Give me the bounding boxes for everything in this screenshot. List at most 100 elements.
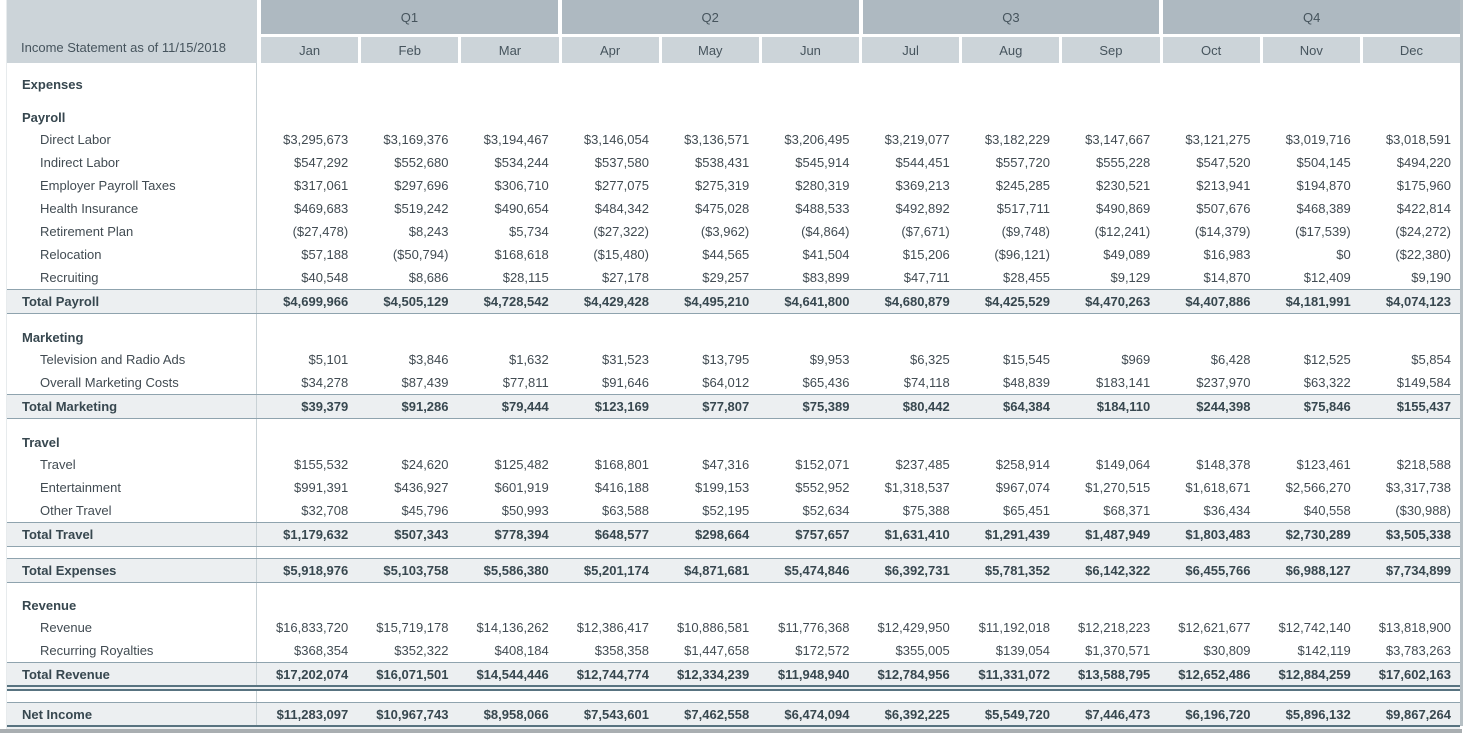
employer-payroll-taxes-dec[interactable]: $175,960 bbox=[1396, 178, 1451, 193]
total-expenses-apr[interactable]: $5,201,174 bbox=[583, 563, 649, 578]
travel-nov[interactable]: $123,461 bbox=[1296, 457, 1351, 472]
health-insurance-jun[interactable]: $488,533 bbox=[795, 201, 850, 216]
total-marketing-oct[interactable]: $244,398 bbox=[1196, 399, 1251, 414]
indirect-labor-nov[interactable]: $504,145 bbox=[1296, 155, 1351, 170]
other-travel-jun[interactable]: $52,634 bbox=[802, 503, 850, 518]
relocation-may[interactable]: $44,565 bbox=[702, 247, 750, 262]
net-income-jan[interactable]: $11,283,097 bbox=[276, 706, 349, 722]
total-revenue-dec[interactable]: $17,602,163 bbox=[1378, 666, 1451, 682]
total-marketing-dec[interactable]: $155,437 bbox=[1396, 399, 1451, 414]
report-title-cell[interactable]: Income Statement as of 11/15/2018 bbox=[7, 0, 257, 63]
month-header-feb[interactable]: Feb bbox=[361, 37, 459, 63]
travel-mar[interactable]: $125,482 bbox=[494, 457, 549, 472]
direct-labor-jun[interactable]: $3,206,495 bbox=[784, 132, 850, 147]
travel-aug[interactable]: $258,914 bbox=[995, 457, 1050, 472]
employer-payroll-taxes-apr[interactable]: $277,075 bbox=[594, 178, 649, 193]
total-travel-sep[interactable]: $1,487,949 bbox=[1085, 527, 1151, 542]
total-payroll-aug[interactable]: $4,425,529 bbox=[984, 294, 1050, 309]
entertainment-nov[interactable]: $2,566,270 bbox=[1285, 480, 1351, 495]
label-cell-overall-marketing-costs[interactable]: Overall Marketing Costs bbox=[7, 371, 257, 394]
total-marketing-jan[interactable]: $39,379 bbox=[301, 399, 349, 414]
revenue-feb[interactable]: $15,719,178 bbox=[376, 620, 449, 635]
health-insurance-mar[interactable]: $490,654 bbox=[494, 201, 549, 216]
entertainment-mar[interactable]: $601,919 bbox=[494, 480, 549, 495]
other-travel-may[interactable]: $52,195 bbox=[702, 503, 750, 518]
label-cell-total-marketing[interactable]: Total Marketing bbox=[7, 395, 257, 418]
indirect-labor-may[interactable]: $538,431 bbox=[695, 155, 750, 170]
employer-payroll-taxes-nov[interactable]: $194,870 bbox=[1296, 178, 1351, 193]
quarter-header-q4[interactable]: Q4 bbox=[1163, 0, 1460, 34]
travel-jul[interactable]: $237,485 bbox=[895, 457, 950, 472]
total-expenses-may[interactable]: $4,871,681 bbox=[684, 563, 750, 578]
retirement-plan-mar[interactable]: $5,734 bbox=[508, 224, 549, 239]
television-and-radio-ads-aug[interactable]: $15,545 bbox=[1003, 352, 1050, 367]
direct-labor-apr[interactable]: $3,146,054 bbox=[583, 132, 649, 147]
recruiting-oct[interactable]: $14,870 bbox=[1203, 270, 1251, 285]
total-payroll-jan[interactable]: $4,699,966 bbox=[283, 294, 349, 309]
overall-marketing-costs-jun[interactable]: $65,436 bbox=[802, 375, 850, 390]
total-payroll-sep[interactable]: $4,470,263 bbox=[1085, 294, 1151, 309]
television-and-radio-ads-nov[interactable]: $12,525 bbox=[1303, 352, 1351, 367]
direct-labor-mar[interactable]: $3,194,467 bbox=[483, 132, 549, 147]
other-travel-oct[interactable]: $36,434 bbox=[1203, 503, 1251, 518]
recurring-royalties-may[interactable]: $1,447,658 bbox=[684, 643, 750, 658]
month-header-jan[interactable]: Jan bbox=[261, 37, 359, 63]
total-revenue-jan[interactable]: $17,202,074 bbox=[275, 666, 349, 682]
label-cell-recruiting[interactable]: Recruiting bbox=[7, 266, 257, 289]
relocation-jan[interactable]: $57,188 bbox=[301, 247, 349, 262]
label-cell-total-travel[interactable]: Total Travel bbox=[7, 523, 257, 546]
total-payroll-dec[interactable]: $4,074,123 bbox=[1385, 294, 1451, 309]
retirement-plan-jan[interactable]: ($27,478) bbox=[292, 224, 349, 239]
total-marketing-feb[interactable]: $91,286 bbox=[401, 399, 449, 414]
revenue-apr[interactable]: $12,386,417 bbox=[576, 620, 649, 635]
travel-apr[interactable]: $168,801 bbox=[594, 457, 649, 472]
total-revenue-may[interactable]: $12,334,239 bbox=[676, 666, 750, 682]
overall-marketing-costs-apr[interactable]: $91,646 bbox=[602, 375, 649, 390]
other-travel-aug[interactable]: $65,451 bbox=[1003, 503, 1050, 518]
other-travel-jan[interactable]: $32,708 bbox=[301, 503, 349, 518]
total-travel-may[interactable]: $298,664 bbox=[695, 527, 750, 542]
recurring-royalties-jul[interactable]: $355,005 bbox=[895, 643, 950, 658]
total-revenue-aug[interactable]: $11,331,072 bbox=[978, 666, 1050, 682]
recruiting-dec[interactable]: $9,190 bbox=[1411, 270, 1451, 285]
indirect-labor-jan[interactable]: $547,292 bbox=[294, 155, 349, 170]
overall-marketing-costs-jan[interactable]: $34,278 bbox=[301, 375, 349, 390]
relocation-sep[interactable]: $49,089 bbox=[1103, 247, 1151, 262]
month-header-aug[interactable]: Aug bbox=[962, 37, 1060, 63]
television-and-radio-ads-jun[interactable]: $9,953 bbox=[809, 352, 850, 367]
other-travel-dec[interactable]: ($30,988) bbox=[1395, 503, 1451, 518]
entertainment-aug[interactable]: $967,074 bbox=[995, 480, 1050, 495]
total-payroll-jun[interactable]: $4,641,800 bbox=[784, 294, 850, 309]
quarter-header-q1[interactable]: Q1 bbox=[261, 0, 558, 34]
net-income-dec[interactable]: $9,867,264 bbox=[1385, 706, 1451, 722]
total-revenue-apr[interactable]: $12,744,774 bbox=[576, 666, 649, 682]
recurring-royalties-dec[interactable]: $3,783,263 bbox=[1385, 643, 1451, 658]
revenue-mar[interactable]: $14,136,262 bbox=[476, 620, 549, 635]
total-travel-jul[interactable]: $1,631,410 bbox=[884, 527, 950, 542]
recruiting-nov[interactable]: $12,409 bbox=[1303, 270, 1351, 285]
employer-payroll-taxes-jun[interactable]: $280,319 bbox=[795, 178, 850, 193]
recruiting-aug[interactable]: $28,455 bbox=[1003, 270, 1050, 285]
month-header-nov[interactable]: Nov bbox=[1262, 37, 1360, 63]
recruiting-mar[interactable]: $28,115 bbox=[502, 270, 549, 285]
revenue-sep[interactable]: $12,218,223 bbox=[1077, 620, 1151, 635]
total-expenses-jul[interactable]: $6,392,731 bbox=[884, 563, 950, 578]
total-revenue-oct[interactable]: $12,652,486 bbox=[1178, 666, 1251, 682]
entertainment-jul[interactable]: $1,318,537 bbox=[884, 480, 950, 495]
television-and-radio-ads-feb[interactable]: $3,846 bbox=[408, 352, 449, 367]
recruiting-may[interactable]: $29,257 bbox=[702, 270, 750, 285]
indirect-labor-jun[interactable]: $545,914 bbox=[795, 155, 850, 170]
travel-feb[interactable]: $24,620 bbox=[401, 457, 449, 472]
direct-labor-nov[interactable]: $3,019,716 bbox=[1285, 132, 1351, 147]
month-header-may[interactable]: May bbox=[661, 37, 759, 63]
overall-marketing-costs-mar[interactable]: $77,811 bbox=[502, 375, 549, 390]
label-cell-other-travel[interactable]: Other Travel bbox=[7, 499, 257, 522]
indirect-labor-apr[interactable]: $537,580 bbox=[594, 155, 649, 170]
indirect-labor-mar[interactable]: $534,244 bbox=[494, 155, 549, 170]
retirement-plan-dec[interactable]: ($24,272) bbox=[1395, 224, 1451, 239]
total-marketing-may[interactable]: $77,807 bbox=[702, 399, 750, 414]
indirect-labor-aug[interactable]: $557,720 bbox=[995, 155, 1050, 170]
net-income-sep[interactable]: $7,446,473 bbox=[1085, 706, 1151, 722]
recurring-royalties-sep[interactable]: $1,370,571 bbox=[1085, 643, 1151, 658]
recurring-royalties-apr[interactable]: $358,358 bbox=[594, 643, 649, 658]
